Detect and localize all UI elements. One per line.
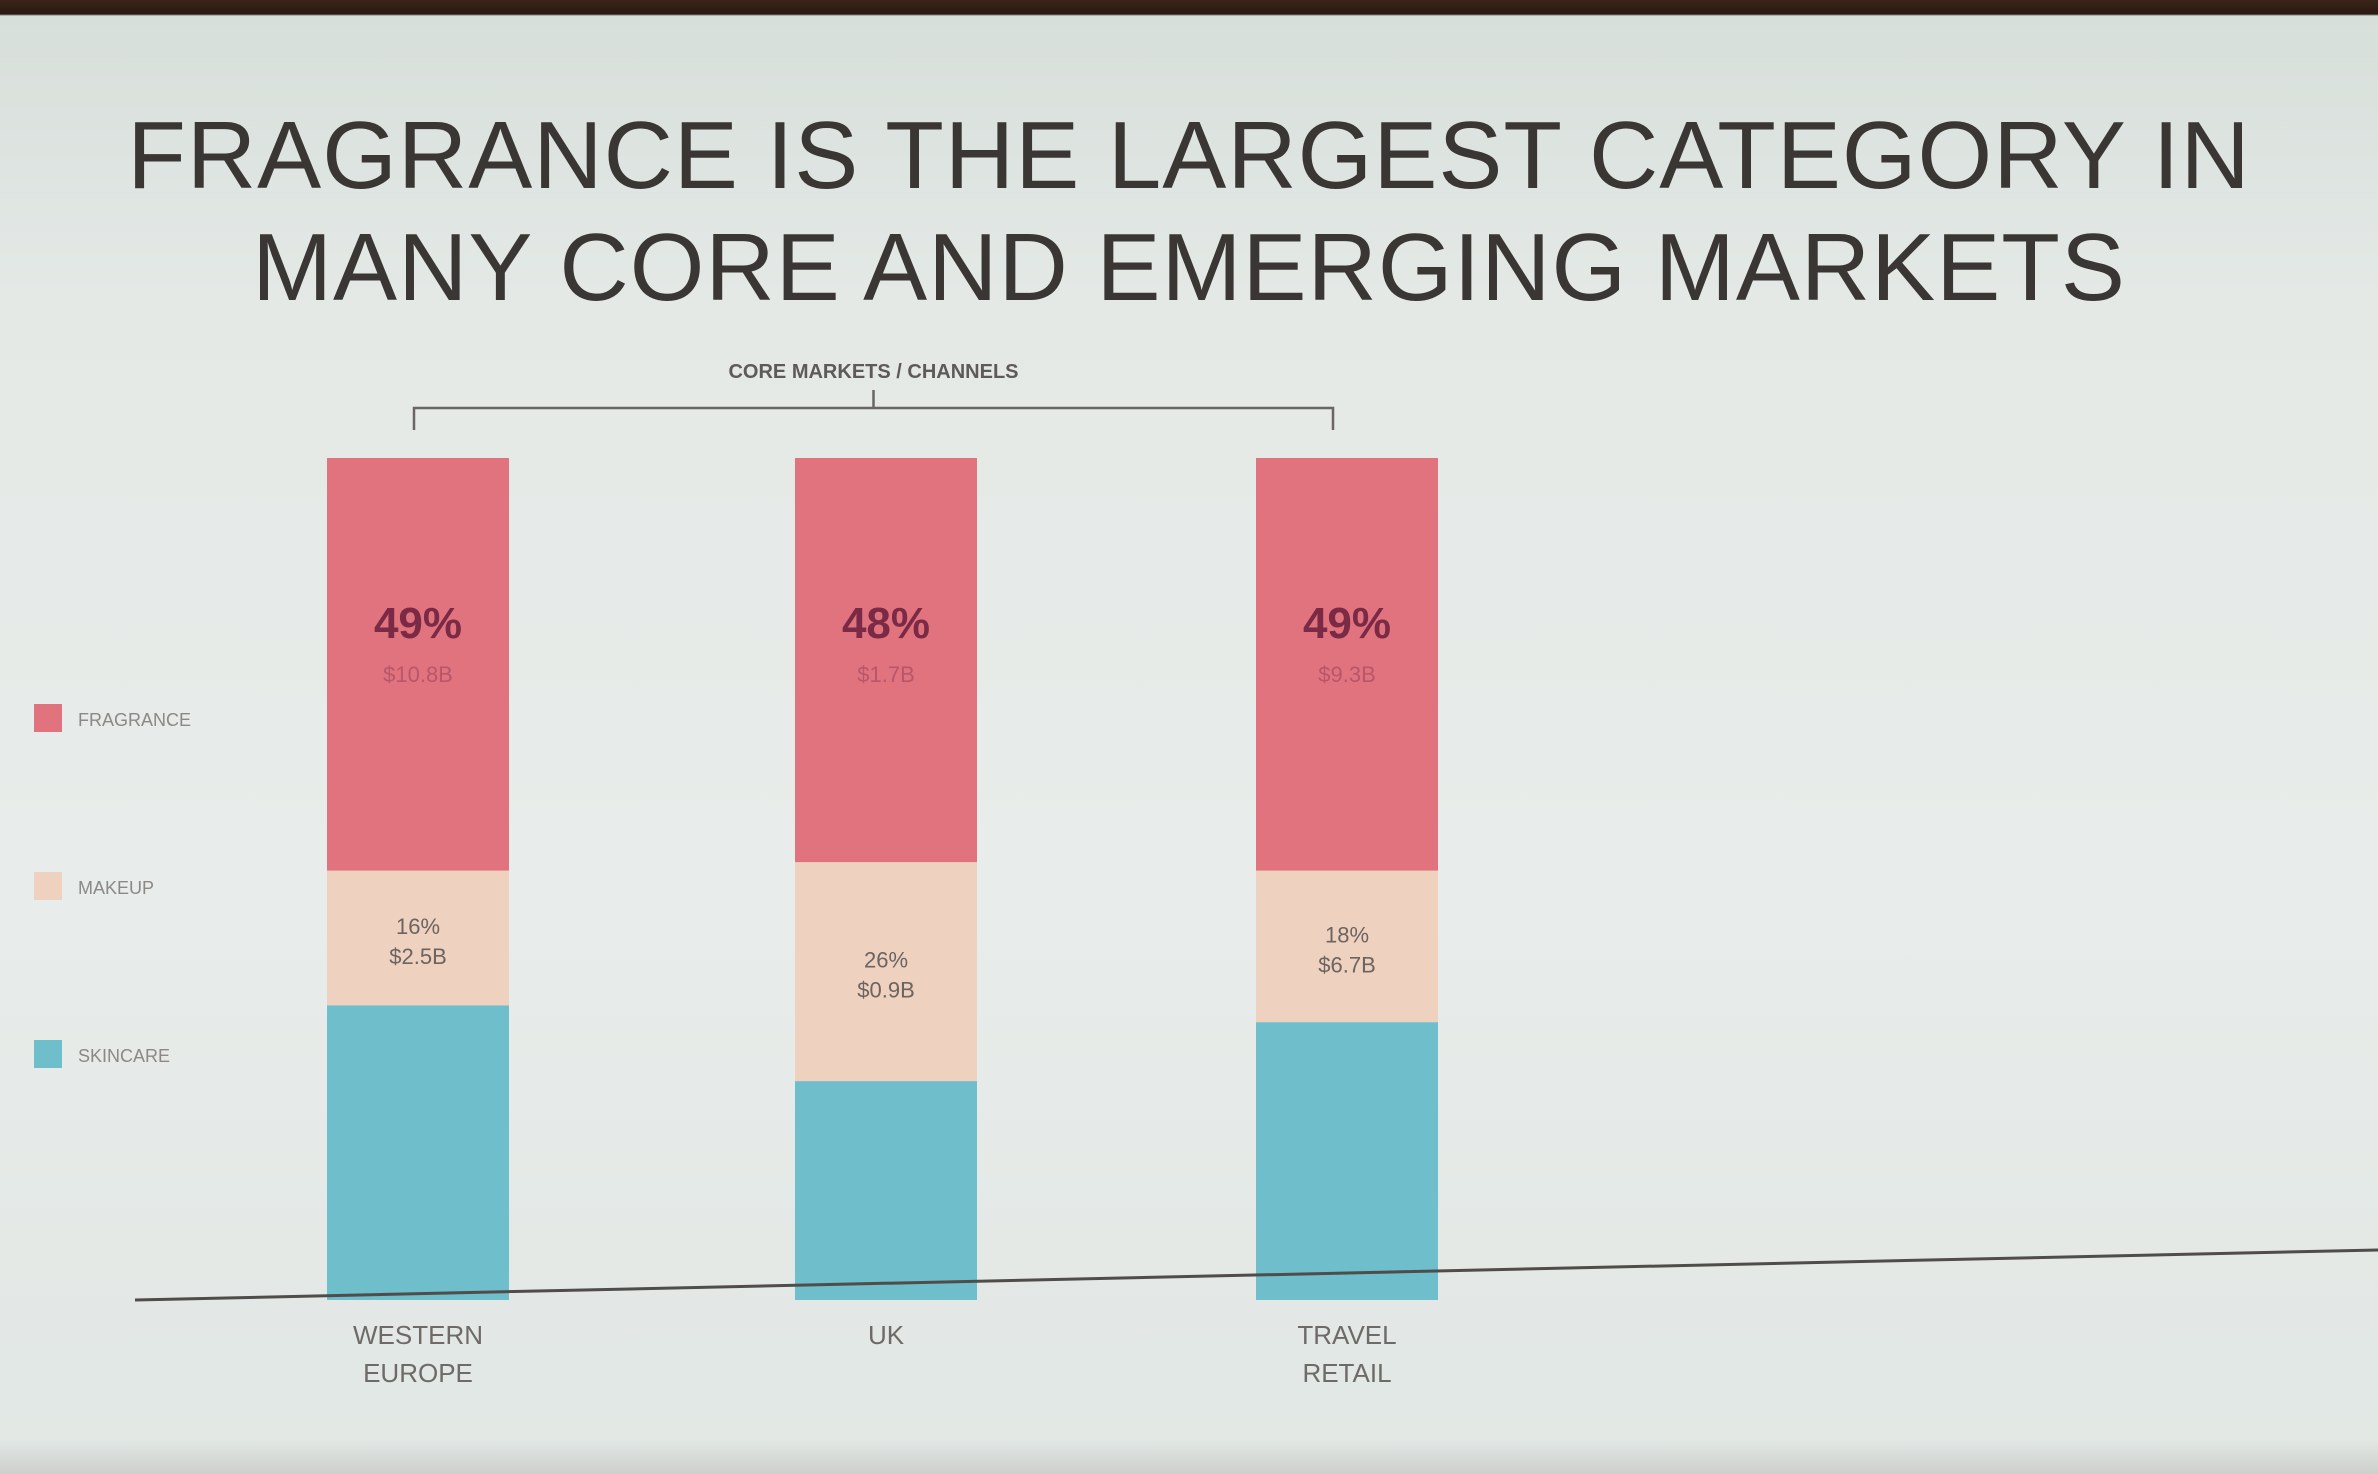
data-label-value-fragrance-1: $1.7B — [857, 662, 915, 687]
data-label-value-makeup-1: $0.9B — [857, 978, 915, 1003]
x-tick-label-0-0: WESTERN — [353, 1320, 483, 1350]
group-bracket: CORE MARKETS / CHANNELS — [412, 361, 1335, 430]
bar-makeup-0 — [327, 870, 509, 1006]
legend-label-fragrance: FRAGRANCE — [78, 710, 191, 730]
data-label-pct-makeup-1: 26% — [864, 948, 908, 973]
slide-title: FRAGRANCE IS THE LARGEST CATEGORY IN MAN… — [0, 100, 2378, 324]
bar-fragrance-1 — [795, 458, 977, 863]
x-tick-label-2-1: RETAIL — [1302, 1358, 1391, 1388]
legend-swatch-makeup — [34, 872, 62, 900]
legend-label-makeup: MAKEUP — [78, 878, 154, 898]
data-label-value-makeup-0: $2.5B — [389, 944, 447, 969]
data-label-value-fragrance-2: $9.3B — [1318, 662, 1376, 687]
bar-skincare-0 — [327, 1005, 509, 1300]
data-label-pct-makeup-0: 16% — [396, 914, 440, 939]
bar-fragrance-2 — [1256, 458, 1438, 871]
legend-swatch-skincare — [34, 1040, 62, 1068]
x-tick-label-0-1: EUROPE — [363, 1358, 473, 1388]
group-bracket-line — [412, 406, 1335, 430]
slide-title-line-1: FRAGRANCE IS THE LARGEST CATEGORY IN — [127, 102, 2251, 209]
x-tick-label-2-0: TRAVEL — [1297, 1320, 1396, 1350]
group-label: CORE MARKETS / CHANNELS — [728, 361, 1018, 383]
data-label-value-makeup-2: $6.7B — [1318, 952, 1376, 977]
data-label-value-fragrance-0: $10.8B — [383, 662, 453, 687]
bar-makeup-1 — [795, 862, 977, 1082]
legend-label-skincare: SKINCARE — [78, 1046, 170, 1066]
bar-makeup-2 — [1256, 870, 1438, 1023]
bars: 16% $2.5B 49% $10.8B 26% $0.9B 48% $1.7B 18% $6.7… — [327, 458, 1438, 1300]
bar-skincare-1 — [795, 1081, 977, 1300]
data-label-pct-fragrance-2: 49% — [1303, 599, 1391, 648]
bar-fragrance-0 — [327, 458, 509, 871]
data-label-pct-fragrance-1: 48% — [842, 599, 930, 648]
x-axis: WESTERN EUROPE UK TRAVEL RETAIL — [134, 1248, 2378, 1388]
legend-swatch-fragrance — [34, 704, 62, 732]
legend: FRAGRANCE MAKEUP SKINCARE — [34, 704, 191, 1068]
data-label-pct-fragrance-0: 49% — [374, 599, 462, 648]
data-label-pct-makeup-2: 18% — [1325, 922, 1369, 947]
x-tick-label-1-0: UK — [868, 1320, 905, 1350]
screen-bottom-edge — [0, 1440, 2378, 1474]
x-axis-line — [134, 1248, 2378, 1302]
slide-title-line-2: MANY CORE AND EMERGING MARKETS — [252, 214, 2126, 321]
bar-skincare-2 — [1256, 1022, 1438, 1300]
